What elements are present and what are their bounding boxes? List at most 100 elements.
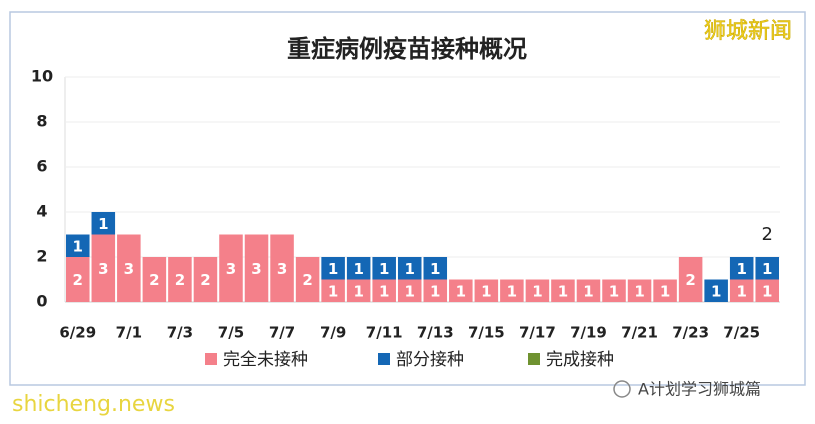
bar-segment [423, 257, 448, 280]
x-tick-label: 7/17 [519, 324, 556, 342]
x-tick-label: 7/21 [621, 324, 658, 342]
bar-segment [755, 279, 779, 302]
bar-segment [244, 234, 269, 302]
bar-segment [91, 212, 116, 235]
bar-segment [321, 279, 345, 302]
data-label: 2 [685, 271, 695, 289]
x-tick-label: 7/15 [468, 324, 505, 342]
x-tick-label: 7/13 [417, 324, 454, 342]
y-tick-label: 8 [36, 112, 47, 131]
bar-segment [449, 279, 473, 302]
data-label: 1 [481, 282, 491, 300]
bar-segment [372, 257, 396, 280]
data-label: 1 [711, 282, 721, 300]
bar-segment [423, 279, 448, 302]
wechat-icon [613, 380, 631, 398]
watermark: 狮城新闻 [704, 19, 792, 44]
x-tick-label: 7/23 [672, 324, 709, 342]
bar-segment [193, 257, 218, 302]
bar-segment [500, 279, 524, 302]
data-label: 1 [353, 282, 363, 300]
data-label: 1 [328, 282, 338, 300]
data-label: 1 [405, 260, 415, 278]
bar-segment [678, 257, 703, 302]
y-tick-label: 0 [36, 292, 47, 311]
x-tick-label: 7/3 [167, 324, 193, 342]
data-label: 1 [736, 282, 746, 300]
bar-segment [91, 234, 116, 302]
bar-segment [576, 279, 601, 302]
data-label: 1 [405, 282, 415, 300]
data-label: 2 [302, 271, 312, 289]
y-tick-label: 4 [36, 202, 47, 221]
bar-segment [219, 234, 243, 302]
data-label: 1 [507, 282, 517, 300]
bar-segment [551, 279, 575, 302]
legend-swatch [378, 353, 390, 365]
x-tick-label: 7/5 [218, 324, 244, 342]
y-tick-label: 2 [36, 247, 47, 266]
x-tick-label: 7/11 [366, 324, 403, 342]
data-label: 3 [251, 260, 261, 278]
data-label: 1 [73, 237, 83, 255]
data-label: 2 [149, 271, 159, 289]
data-label: 1 [456, 282, 466, 300]
legend-label: 部分接种 [396, 350, 464, 370]
total-label: 2 [762, 224, 773, 245]
data-label: 1 [430, 260, 440, 278]
legend-swatch [205, 353, 217, 365]
data-label: 1 [583, 282, 593, 300]
x-tick-label: 7/19 [570, 324, 607, 342]
data-label: 1 [736, 260, 746, 278]
data-label: 1 [430, 282, 440, 300]
bar-segment [270, 234, 294, 302]
data-label: 1 [762, 260, 772, 278]
data-label: 1 [353, 260, 363, 278]
data-label: 3 [226, 260, 236, 278]
bar-segment [346, 257, 371, 280]
bar-segment [755, 257, 779, 280]
data-label: 1 [98, 215, 108, 233]
legend-label: 完成接种 [546, 350, 614, 370]
data-label: 1 [379, 282, 389, 300]
data-label: 3 [98, 260, 108, 278]
data-label: 1 [532, 282, 542, 300]
bar-segment [729, 279, 754, 302]
x-tick-label: 7/25 [723, 324, 760, 342]
data-label: 1 [762, 282, 772, 300]
bar-segment [474, 279, 499, 302]
x-tick-label: 7/9 [320, 324, 346, 342]
chart-frame [9, 11, 806, 386]
bar-segment [295, 257, 320, 302]
data-label: 1 [634, 282, 644, 300]
bar-segment [397, 257, 422, 280]
x-tick-label: 6/29 [59, 324, 96, 342]
bar-segment [704, 279, 728, 302]
data-label: 1 [558, 282, 568, 300]
chart-title: 重症病例疫苗接种概况 [287, 35, 527, 63]
data-label: 1 [660, 282, 670, 300]
bar-segment [142, 257, 167, 302]
bar-segment [66, 257, 90, 302]
data-label: 1 [328, 260, 338, 278]
data-label: 1 [379, 260, 389, 278]
bar-segment [372, 279, 396, 302]
bar-segment [168, 257, 192, 302]
bar-segment [653, 279, 677, 302]
y-tick-label: 6 [36, 157, 47, 176]
bar-segment [525, 279, 550, 302]
bar-segment [321, 257, 345, 280]
watermark: shicheng.news [12, 392, 175, 417]
bar-segment [66, 234, 90, 257]
bar-segment [729, 257, 754, 280]
legend-label: 完全未接种 [223, 350, 308, 370]
x-tick-label: 7/7 [269, 324, 295, 342]
bar-segment [627, 279, 652, 302]
bar-segment [117, 234, 141, 302]
data-label: 3 [277, 260, 287, 278]
data-label: 2 [200, 271, 210, 289]
bar-segment [346, 279, 371, 302]
y-tick-label: 10 [31, 67, 53, 86]
data-label: 3 [124, 260, 134, 278]
